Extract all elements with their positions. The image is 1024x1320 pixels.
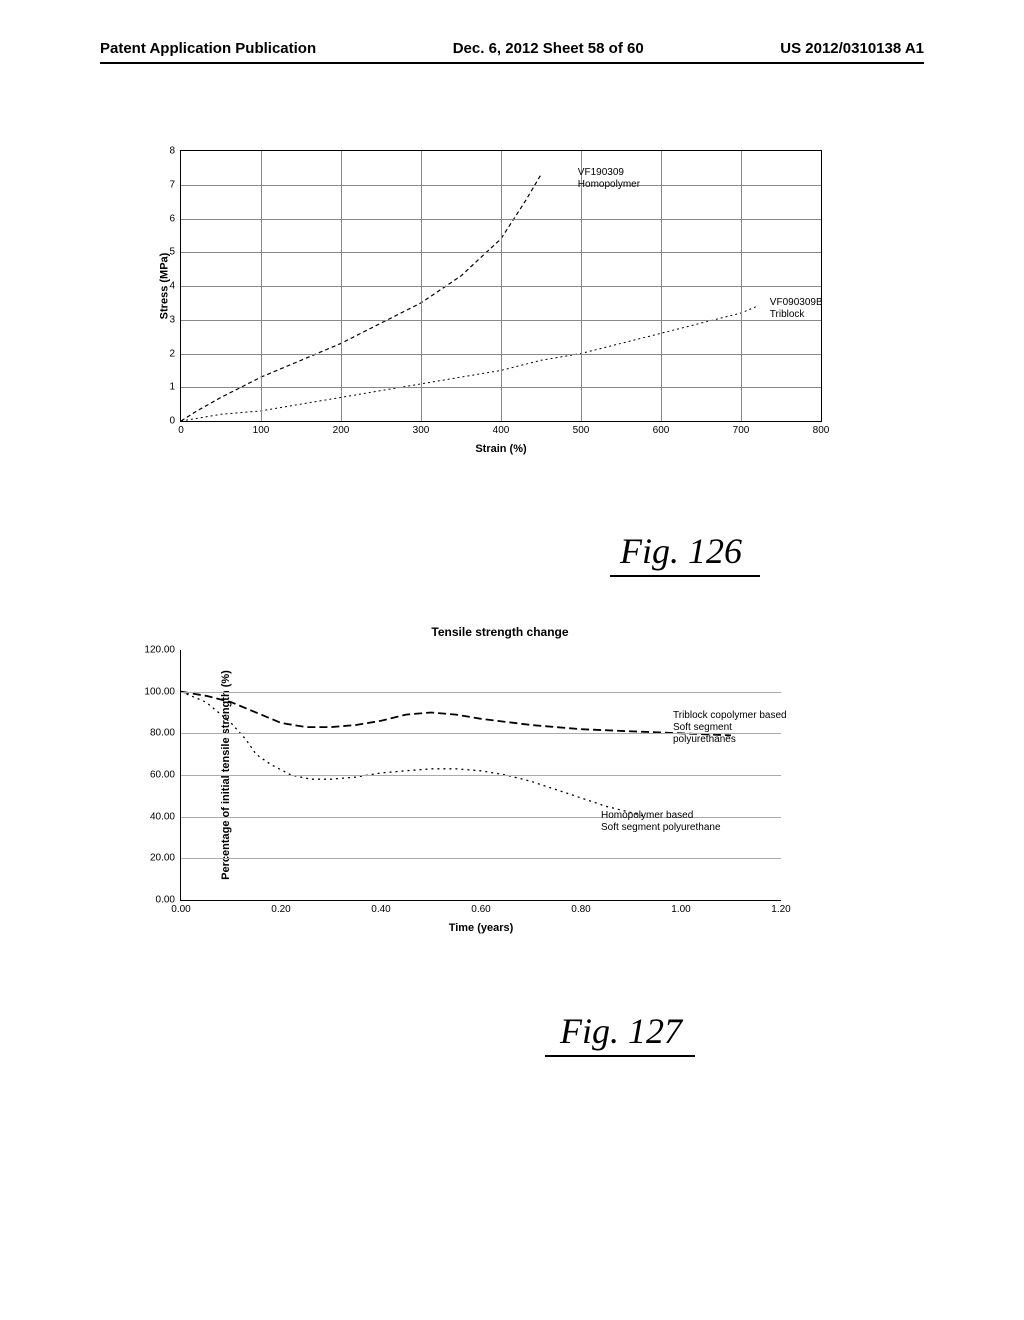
ytick-label: 100.00: [144, 686, 181, 697]
ytick-label: 6: [169, 213, 181, 224]
series-line: [181, 692, 731, 736]
gridline-v: [581, 151, 582, 421]
ytick-label: 5: [169, 247, 181, 258]
xtick-label: 1.00: [671, 900, 690, 915]
xtick-label: 0.20: [271, 900, 290, 915]
chart1-plot-area: Stress (MPa) Strain (%) 0123456780100200…: [180, 150, 822, 422]
chart2-title: Tensile strength change: [180, 625, 820, 639]
stress-strain-chart: Stress (MPa) Strain (%) 0123456780100200…: [180, 150, 840, 450]
header-left: Patent Application Publication: [100, 40, 316, 57]
series-annotation: Homopolymer basedSoft segment polyuretha…: [601, 810, 721, 834]
xtick-label: 0: [178, 421, 184, 436]
ytick-label: 80.00: [150, 728, 181, 739]
gridline-h: [181, 775, 781, 776]
gridline-v: [501, 151, 502, 421]
figure-label-127: Fig. 127: [560, 1010, 682, 1052]
ytick-label: 7: [169, 179, 181, 190]
xtick-label: 300: [413, 421, 430, 436]
ytick-label: 20.00: [150, 853, 181, 864]
figure-underline-127: [545, 1055, 695, 1057]
xtick-label: 0.40: [371, 900, 390, 915]
ytick-label: 40.00: [150, 811, 181, 822]
ytick-label: 120.00: [144, 645, 181, 656]
ytick-label: 4: [169, 281, 181, 292]
gridline-h: [181, 692, 781, 693]
xtick-label: 700: [733, 421, 750, 436]
gridline-h: [181, 858, 781, 859]
xtick-label: 100: [253, 421, 270, 436]
series-line: [181, 306, 757, 421]
gridline-v: [741, 151, 742, 421]
ytick-label: 1: [169, 382, 181, 393]
series-annotation: VF090309BTriblock: [770, 297, 823, 321]
gridline-v: [261, 151, 262, 421]
page-header: Patent Application Publication Dec. 6, 2…: [0, 40, 1024, 57]
figure-underline-126: [610, 575, 760, 577]
ytick-label: 8: [169, 146, 181, 157]
series-annotation: VF190309Homopolymer: [578, 167, 640, 191]
chart2-xlabel: Time (years): [449, 922, 514, 934]
xtick-label: 400: [493, 421, 510, 436]
chart1-xlabel: Strain (%): [475, 443, 526, 455]
gridline-v: [421, 151, 422, 421]
ytick-label: 60.00: [150, 770, 181, 781]
gridline-v: [661, 151, 662, 421]
xtick-label: 1.20: [771, 900, 790, 915]
xtick-label: 200: [333, 421, 350, 436]
chart2-plot-area: Percentage of initial tensile strength (…: [180, 650, 781, 901]
xtick-label: 800: [813, 421, 830, 436]
xtick-label: 0.00: [171, 900, 190, 915]
ytick-label: 2: [169, 348, 181, 359]
gridline-v: [341, 151, 342, 421]
header-divider: [100, 62, 924, 64]
header-right: US 2012/0310138 A1: [780, 40, 924, 57]
series-line: [181, 175, 541, 421]
xtick-label: 0.80: [571, 900, 590, 915]
xtick-label: 600: [653, 421, 670, 436]
header-center: Dec. 6, 2012 Sheet 58 of 60: [453, 40, 644, 57]
ytick-label: 3: [169, 314, 181, 325]
figure-label-126: Fig. 126: [620, 530, 742, 572]
xtick-label: 500: [573, 421, 590, 436]
xtick-label: 0.60: [471, 900, 490, 915]
series-annotation: Triblock copolymer basedSoft segmentpoly…: [673, 710, 787, 746]
tensile-strength-chart: Percentage of initial tensile strength (…: [180, 650, 820, 950]
